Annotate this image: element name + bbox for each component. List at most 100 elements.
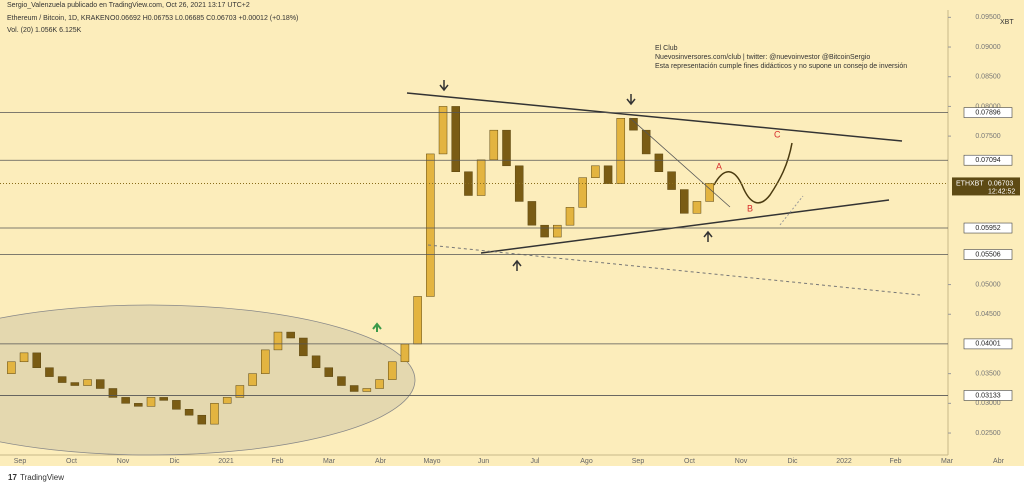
candle [362,388,372,392]
candle [565,207,575,226]
candle [70,382,80,386]
candle [438,106,448,155]
arrow-down [439,80,449,92]
x-tick-label: Jun [478,458,489,465]
wave-label: C [774,129,781,139]
candle [210,403,219,425]
x-tick-label: Jul [531,458,540,465]
candle [286,331,295,339]
projection-curve [713,142,793,204]
candle [641,129,651,155]
x-tick-label: Mayo [423,458,440,465]
candle [476,159,486,196]
x-tick-label: Sep [632,458,645,465]
candle [146,397,156,407]
candle [19,352,29,363]
x-tick-label: 2021 [218,458,234,465]
annotation: Nuevosinversores.com/club | twitter: @nu… [655,54,870,61]
candle [83,379,92,386]
y-tick-label: 0.04500 [975,311,1000,318]
x-tick-label: Nov [117,458,130,465]
candle [159,397,168,401]
volume-legend: Vol. (20) 1.056K 6.125K [7,27,82,34]
candle [387,361,397,380]
candle [667,171,676,190]
last-price-box [952,177,1020,196]
candle [692,201,702,214]
candle [400,343,410,363]
candle [578,177,587,208]
candle [654,153,664,172]
y-tick-label: 0.05000 [975,281,1000,288]
annotation: El Club [655,45,678,52]
y-tick-label: 0.02500 [975,430,1000,437]
y-tick-label: 0.09000 [975,44,1000,51]
level-label: 0.05952 [975,225,1000,232]
candle [222,397,232,404]
symbol-tag: ETHXBT [956,180,984,187]
candle [616,118,626,184]
candle [7,361,16,374]
candle [311,355,321,368]
candle [235,385,245,398]
candle [57,376,67,383]
candle [680,189,689,214]
wave-label: B [747,203,753,213]
x-tick-label: Oct [684,458,695,465]
candle [591,165,600,178]
candle [553,224,562,238]
level-label: 0.04001 [975,341,1000,348]
candle [413,296,422,345]
dashed-line [427,244,921,296]
candle [248,373,257,386]
candle [184,409,194,416]
candle [337,376,346,386]
x-tick-label: Mar [323,458,336,465]
level-label: 0.07094 [975,157,1000,164]
candle [121,397,130,404]
y-tick-label: 0.09500 [975,14,1000,21]
ellipse-drawing [0,304,416,456]
candle [629,118,638,131]
candle [426,153,435,297]
x-tick-label: Abr [993,458,1005,465]
candle [451,106,460,172]
candle [502,129,511,167]
ohlc: O0.06692 H0.06753 L0.06685 C0.06703 +0.0… [110,15,298,22]
candle [489,129,499,161]
level-label-box [963,390,1013,401]
drawings [372,80,921,332]
wave-label: A [716,161,722,171]
x-tick-label: Feb [889,458,901,465]
candle [299,337,308,357]
symbol-title: Ethereum / Bitcoin, 1D, KRAKEN [7,15,110,22]
trend-line [406,92,903,142]
level-label: 0.07896 [975,109,1000,116]
level-label-box [963,107,1013,118]
x-tick-label: Mar [941,458,954,465]
candle [603,165,613,184]
logo-mark: 17 [8,473,17,482]
level-label: 0.05506 [975,251,1000,258]
y-tick-label: 0.07500 [975,133,1000,140]
header: Sergio_Valenzuela publicado en TradingVi… [7,2,250,9]
x-tick-label: Oct [66,458,77,465]
candle [527,201,537,226]
candle [45,367,54,377]
x-tick-label: 2022 [836,458,852,465]
x-tick-label: Dic [169,458,180,465]
level-label: 0.03133 [975,392,1000,399]
candle [108,388,118,398]
countdown: 12:42:52 [988,188,1015,195]
candle [349,385,359,392]
level-label-box [963,338,1013,350]
x-tick-label: Feb [271,458,283,465]
level-label-box [963,222,1013,234]
arrow-up [703,230,713,242]
trend-line [480,199,890,254]
candle [540,224,549,238]
arrow-up-green [372,322,382,332]
candle [134,403,143,407]
candle [172,400,181,410]
currency: XBT [1000,19,1014,26]
